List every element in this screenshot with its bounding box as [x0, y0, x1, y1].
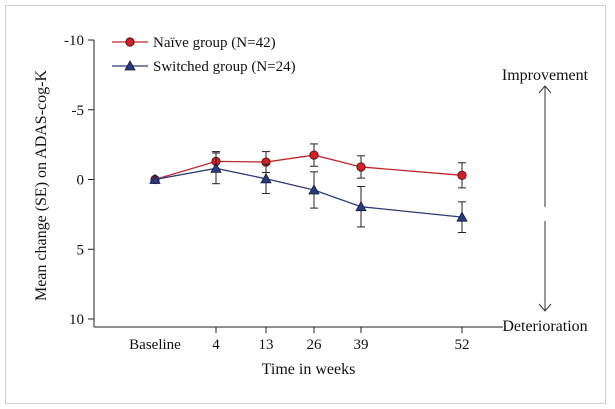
legend-label: Switched group (N=24) — [153, 59, 296, 75]
x-tick-label: 39 — [354, 337, 369, 353]
data-point — [456, 211, 468, 222]
legend-marker-circle — [125, 37, 135, 47]
series-line — [154, 167, 463, 218]
y-tick-label: 5 — [77, 242, 85, 258]
legend-marker-triangle — [124, 60, 136, 71]
x-tick-label: Baseline — [129, 337, 181, 353]
y-ticks: -10 -5 0 5 10 — [64, 33, 94, 328]
x-tick-label: 4 — [212, 337, 220, 353]
data-point — [356, 162, 366, 172]
series-switched — [149, 152, 468, 234]
series-layer — [149, 143, 468, 234]
x-tick-label: 52 — [455, 337, 470, 353]
x-axis-title: Time in weeks — [262, 361, 356, 378]
data-point — [309, 150, 319, 160]
x-ticks: Baseline 4 13 26 39 52 — [129, 327, 470, 353]
y-axis-title: Mean change (SE) on ADAS-cog-K — [33, 70, 50, 302]
data-point — [210, 162, 222, 173]
data-point — [260, 172, 272, 184]
series-line — [154, 154, 463, 181]
line-chart: -10 -5 0 5 10 Baseline 4 13 26 39 52 Time in week… — [33, 33, 589, 378]
up-arrow-head-icon — [538, 85, 552, 94]
direction-indicator: Improvement Deterioration — [502, 67, 589, 335]
data-point — [457, 170, 467, 180]
data-point — [308, 184, 320, 195]
y-tick-label: 0 — [77, 173, 85, 189]
x-tick-label: 13 — [259, 337, 274, 353]
chart-figure: -10 -5 0 5 10 Baseline 4 13 26 39 52 Time in week… — [5, 5, 606, 404]
data-point — [355, 200, 367, 212]
y-tick-label: 10 — [69, 312, 84, 328]
data-point — [149, 173, 161, 184]
down-arrow-head-icon — [538, 303, 552, 312]
y-tick-label: -5 — [72, 103, 85, 119]
improvement-label: Improvement — [502, 67, 589, 84]
y-tick-label: -10 — [64, 33, 84, 49]
series-naive — [150, 143, 467, 189]
axes — [93, 40, 503, 328]
x-tick-label: 26 — [307, 337, 323, 353]
legend-label: Naïve group (N=42) — [153, 35, 276, 51]
legend: Naïve group (N=42) Switched group (N=24) — [112, 35, 296, 75]
deterioration-label: Deterioration — [502, 318, 587, 335]
